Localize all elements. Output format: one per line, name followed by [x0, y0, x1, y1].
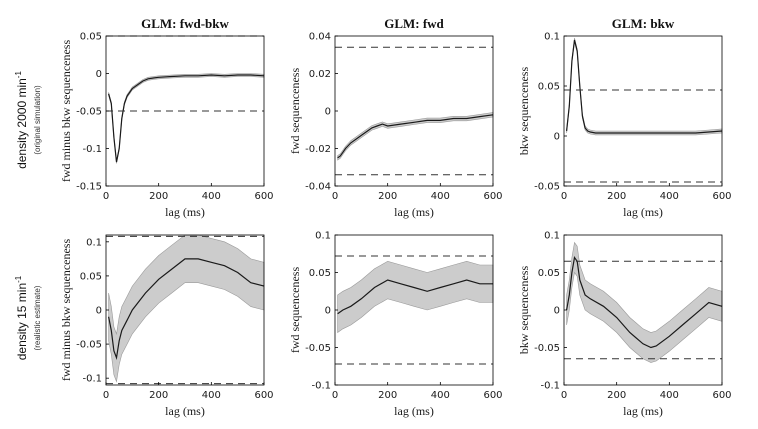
- series-line: [108, 74, 265, 163]
- y-tick-label: -0.04: [305, 182, 331, 193]
- y-tick-label: 0.05: [309, 268, 331, 279]
- x-axis-label: lag (ms): [623, 404, 663, 418]
- y-tick-label: 0: [554, 132, 560, 143]
- x-tick-label: 200: [378, 390, 397, 401]
- row-label-bottom: density 15 min-1: [14, 275, 29, 360]
- y-tick-label: 0: [325, 107, 331, 118]
- y-tick-label: -0.15: [76, 182, 102, 193]
- plot-frame: [334, 35, 494, 187]
- x-tick-label: 600: [483, 191, 502, 202]
- y-tick-label: 0.05: [80, 32, 102, 43]
- y-tick-label: 0: [554, 306, 560, 317]
- x-tick-label: 400: [202, 390, 221, 401]
- x-tick-label: 0: [561, 191, 567, 202]
- x-axis-label: lag (ms): [394, 404, 434, 418]
- y-tick-label: 0: [325, 306, 331, 317]
- x-tick-label: 0: [103, 390, 109, 401]
- y-tick-label: 0.1: [544, 231, 560, 242]
- series-line: [337, 114, 494, 159]
- y-tick-label: 0.05: [538, 268, 560, 279]
- y-axis-label: bkw sequenceness: [517, 67, 531, 156]
- confidence-band: [566, 37, 723, 136]
- x-axis-label: lag (ms): [623, 205, 663, 219]
- y-tick-label: -0.02: [305, 144, 331, 155]
- x-axis-label: lag (ms): [165, 205, 205, 219]
- x-tick-label: 400: [660, 390, 679, 401]
- y-tick-label: 0: [96, 69, 102, 80]
- x-tick-label: 200: [149, 390, 168, 401]
- series-line: [108, 258, 265, 361]
- x-tick-label: 0: [103, 191, 109, 202]
- y-axis-label: fwd sequenceness: [288, 267, 302, 354]
- chart-panel-5: 0 200 400 600 -0.1 -0.05 0 0.05 0.1 lag (ms) fwd s…: [288, 231, 503, 419]
- y-tick-label: -0.05: [76, 107, 102, 118]
- y-tick-label: 0.02: [309, 69, 331, 80]
- y-tick-label: 0.05: [80, 271, 102, 282]
- plot-frame: [563, 35, 723, 187]
- x-tick-label: 0: [332, 191, 338, 202]
- row-sublabel-top: (original simulation): [33, 85, 42, 155]
- panel-title: GLM: fwd: [384, 16, 444, 31]
- y-tick-label: -0.05: [76, 340, 102, 351]
- confidence-band: [108, 234, 265, 383]
- panel-title: GLM: bkw: [612, 16, 675, 31]
- y-tick-label: 0.05: [538, 82, 560, 93]
- y-axis-label: bkw sequenceness: [517, 266, 531, 355]
- y-tick-label: -0.1: [82, 144, 102, 155]
- row-sublabel-bottom: (realistic estimate): [33, 285, 42, 350]
- x-tick-label: 600: [712, 191, 731, 202]
- y-axis-label: fwd sequenceness: [288, 68, 302, 155]
- y-tick-label: 0.1: [86, 237, 102, 248]
- y-tick-label: -0.05: [305, 343, 331, 354]
- y-tick-label: -0.1: [540, 381, 560, 392]
- y-tick-label: -0.1: [311, 381, 331, 392]
- confidence-band: [337, 260, 494, 334]
- x-axis-label: lag (ms): [394, 205, 434, 219]
- y-axis-label: fwd minus bkw sequenceness: [59, 40, 73, 183]
- x-tick-label: 600: [712, 390, 731, 401]
- y-tick-label: 0.1: [315, 231, 331, 242]
- x-tick-label: 600: [254, 390, 273, 401]
- x-tick-label: 200: [378, 191, 397, 202]
- series-line: [337, 279, 493, 315]
- y-tick-label: -0.05: [534, 343, 560, 354]
- x-tick-label: 400: [431, 191, 450, 202]
- row-label-top: density 2000 min-1: [14, 71, 29, 169]
- chart-panel-2: 0 200 400 600 -0.04 -0.02 0 0.02 0.04 GLM: fwd lag…: [288, 16, 503, 219]
- x-tick-label: 200: [149, 191, 168, 202]
- panel-title: GLM: fwd-bkw: [141, 16, 229, 31]
- x-tick-label: 600: [254, 191, 273, 202]
- x-tick-label: 0: [561, 390, 567, 401]
- x-tick-label: 400: [660, 191, 679, 202]
- x-tick-label: 400: [202, 191, 221, 202]
- y-tick-label: -0.05: [534, 182, 560, 193]
- y-tick-label: 0.1: [544, 32, 560, 43]
- y-tick-label: -0.1: [82, 374, 102, 385]
- x-axis-label: lag (ms): [165, 404, 205, 418]
- x-tick-label: 0: [332, 390, 338, 401]
- chart-panel-1: 0 200 400 600 -0.15 -0.1 -0.05 0 0.05 GLM: fwd-bk…: [59, 16, 274, 219]
- y-tick-label: 0: [96, 306, 102, 317]
- y-tick-label: 0.04: [309, 32, 331, 43]
- x-tick-label: 400: [431, 390, 450, 401]
- x-tick-label: 200: [607, 390, 626, 401]
- series-line: [566, 39, 723, 134]
- x-tick-label: 600: [483, 390, 502, 401]
- x-tick-label: 200: [607, 191, 626, 202]
- confidence-band: [108, 73, 265, 164]
- y-axis-label: fwd minus bkw sequenceness: [59, 239, 73, 382]
- chart-panel-6: 0 200 400 600 -0.1 -0.05 0 0.05 0.1 lag (ms) bkw s…: [517, 231, 732, 419]
- series-line: [566, 255, 723, 349]
- chart-panel-4: 0 200 400 600 -0.1 -0.05 0 0.05 0.1 lag (ms) fwd m…: [59, 234, 274, 418]
